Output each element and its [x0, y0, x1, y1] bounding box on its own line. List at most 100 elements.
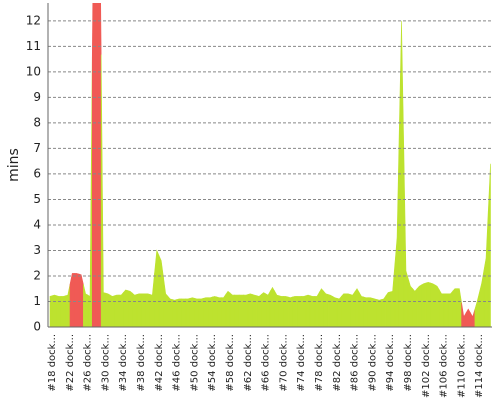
area-segment — [96, 3, 102, 327]
area-segment — [269, 286, 275, 327]
area-segment — [83, 284, 89, 327]
area-segment — [296, 296, 302, 327]
area-segment — [176, 298, 182, 327]
area-segment — [163, 277, 169, 327]
area-segment — [60, 295, 66, 327]
area-segment — [261, 292, 267, 327]
area-segment — [167, 295, 173, 327]
area-segment — [127, 290, 133, 327]
area-segment — [194, 297, 200, 327]
x-tick-label: #98 dock... — [403, 334, 414, 392]
area-segment — [327, 294, 333, 327]
area-segment — [412, 287, 418, 327]
y-tick-label: 3 — [33, 243, 41, 257]
area-segment — [114, 294, 120, 327]
area-segment — [434, 284, 440, 327]
area-segment — [336, 295, 342, 327]
area-segment — [443, 293, 449, 327]
x-tick-label: #30 dock... — [100, 334, 111, 392]
y-tick-label: 6 — [33, 166, 41, 180]
y-tick-label: 10 — [26, 64, 41, 78]
y-tick-label: 8 — [33, 115, 41, 129]
x-tick-label: #54 dock... — [207, 334, 218, 392]
area-segment — [367, 297, 373, 327]
area-segment — [439, 288, 445, 327]
area-segment — [78, 273, 84, 327]
area-segment — [87, 56, 93, 327]
x-tick-label: #114 dock... — [474, 334, 485, 398]
area-segment — [283, 296, 289, 327]
area-segment — [198, 297, 204, 327]
area-segment — [256, 293, 262, 327]
x-tick-label: #58 dock... — [225, 334, 236, 392]
area-segment — [461, 302, 467, 327]
area-segment — [425, 282, 431, 327]
area-segment — [216, 296, 222, 327]
area-segment — [140, 293, 146, 327]
area-segment — [265, 290, 271, 327]
area-segment — [132, 292, 138, 327]
x-tick-label: #62 dock... — [243, 334, 254, 392]
area-segment — [474, 292, 480, 327]
area-segment — [345, 293, 351, 327]
area-segment — [243, 294, 249, 327]
area-segment — [65, 284, 71, 327]
x-tick-label: #26 dock... — [83, 334, 94, 392]
area-segment — [274, 290, 280, 327]
x-tick-label: #22 dock... — [65, 334, 76, 392]
area-segment — [154, 249, 160, 327]
x-tick-label: #78 dock... — [314, 334, 325, 392]
plot-area — [49, 3, 491, 327]
area-segment — [252, 294, 258, 327]
x-tick-label: #90 dock... — [367, 334, 378, 392]
area-segment — [180, 298, 187, 327]
area-segment — [301, 295, 307, 327]
area-segment — [56, 295, 62, 327]
area-segment — [172, 299, 178, 327]
area-segment — [247, 293, 253, 327]
x-tick-label: #34 dock... — [118, 334, 129, 392]
x-tick-label: #50 dock... — [189, 334, 200, 392]
area-segment — [421, 282, 427, 327]
area-segment — [69, 273, 75, 327]
area-segment — [309, 295, 316, 327]
y-tick-label: 11 — [26, 39, 41, 53]
area-segment — [341, 293, 347, 327]
x-tick-label: #38 dock... — [136, 334, 147, 392]
area-segment — [487, 163, 491, 327]
y-tick-label: 9 — [33, 90, 41, 104]
area-segment — [394, 129, 400, 327]
area-segment — [74, 273, 80, 327]
area-segment — [318, 288, 324, 327]
y-tick-label: 4 — [33, 217, 41, 231]
area-segment — [221, 293, 227, 327]
area-segment — [350, 290, 356, 327]
area-segment — [385, 291, 391, 327]
area-segment — [323, 290, 329, 327]
y-tick-label: 5 — [33, 192, 41, 206]
area-segment — [225, 290, 231, 327]
area-segment — [287, 296, 293, 327]
y-tick-label: 2 — [33, 268, 41, 282]
area-segment — [452, 288, 458, 327]
area-segment — [372, 297, 378, 327]
area-segment — [158, 255, 164, 327]
area-segment — [354, 288, 360, 327]
area-segment — [381, 294, 387, 327]
x-tick-label: #18 dock... — [47, 334, 58, 392]
x-tick-label: #86 dock... — [350, 334, 361, 392]
area-segment — [390, 264, 396, 327]
area-segment — [203, 297, 209, 327]
x-tick-label: #66 dock... — [261, 334, 272, 392]
x-tick-label: #94 dock... — [385, 334, 396, 392]
area-segment — [149, 272, 155, 327]
area-segment — [100, 54, 106, 327]
area-segment — [403, 145, 409, 327]
area-segment — [207, 296, 213, 327]
area-segment — [109, 294, 115, 327]
area-segment — [465, 308, 471, 327]
area-segment — [229, 292, 235, 327]
y-tick-label: 7 — [33, 141, 41, 155]
area-segment — [189, 297, 195, 327]
